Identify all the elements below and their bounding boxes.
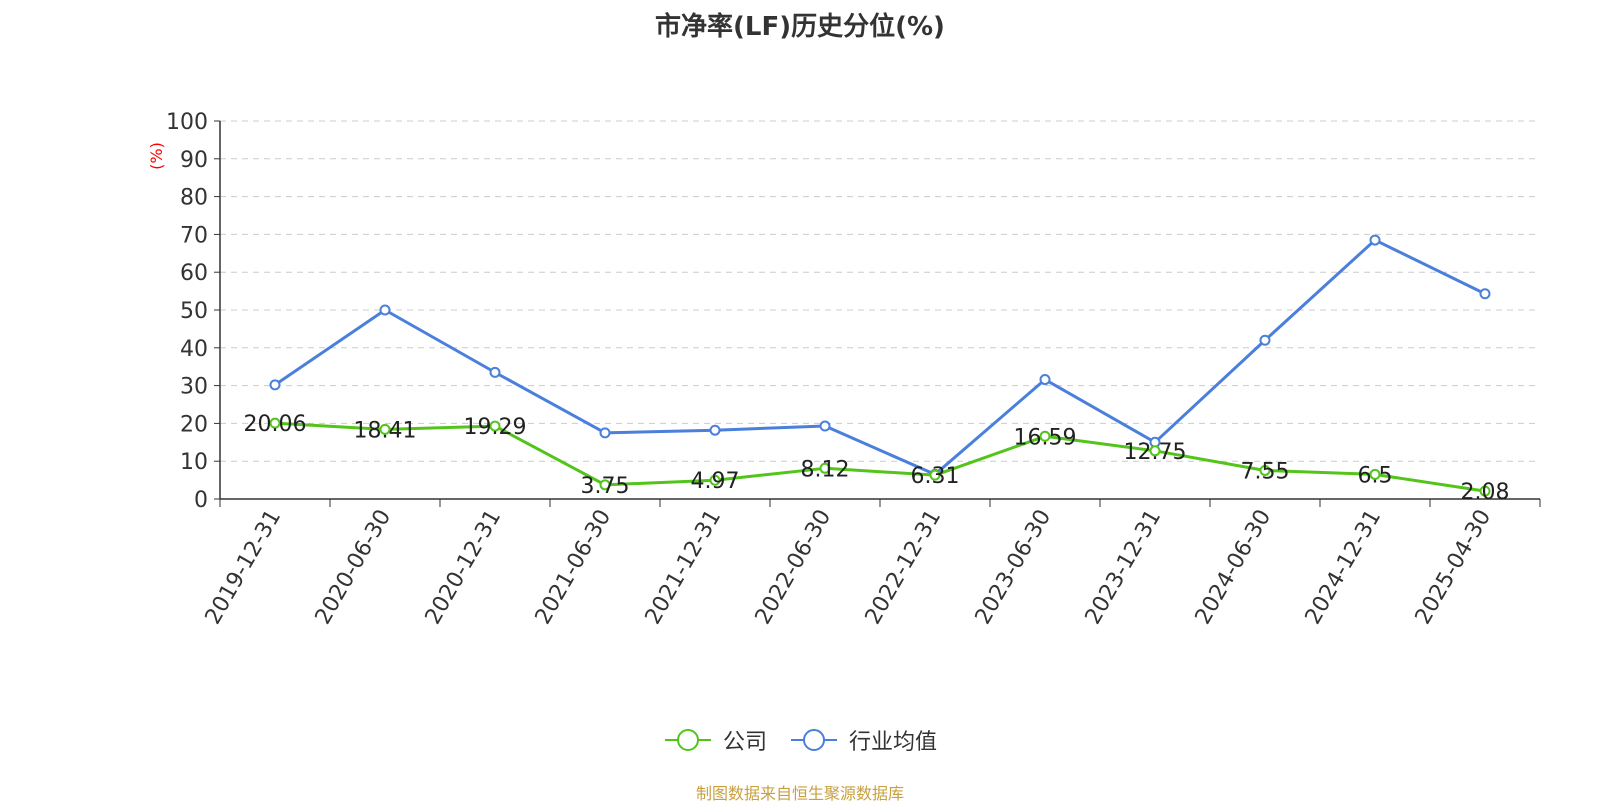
legend-item-industry[interactable]: 行业均值 <box>789 724 937 756</box>
grid-lines <box>220 120 1540 462</box>
legend-label-industry: 行业均值 <box>849 730 938 755</box>
y-tick-label: 40 <box>180 337 208 362</box>
source-note: 制图数据来自恒生聚源数据库 <box>695 784 904 803</box>
series-point-1 <box>1479 288 1491 300</box>
line-chart: 0 10 20 30 40 50 60 70 80 90 100 2019-12-31 2020-06-… <box>147 110 1541 629</box>
x-tick-label: 2019-12-31 <box>201 506 287 629</box>
y-tick-label: 70 <box>180 223 208 248</box>
x-tick-label: 2025-04-30 <box>1411 506 1497 629</box>
data-label: 8.12 <box>801 457 850 482</box>
x-tick-label: 2024-06-30 <box>1191 506 1277 629</box>
series-point-0 <box>599 479 611 491</box>
data-label: 12.75 <box>1124 440 1187 465</box>
series-point-0 <box>489 420 501 432</box>
series-point-0 <box>1039 430 1051 442</box>
series-point-0 <box>929 469 941 481</box>
x-tick-label: 2020-06-30 <box>311 506 397 629</box>
series <box>269 234 1491 497</box>
series-point-1 <box>1259 334 1271 346</box>
y-tick-label: 100 <box>166 110 208 135</box>
legend-item-company[interactable]: 公司 <box>663 724 767 756</box>
x-tick-label: 2023-12-31 <box>1081 506 1167 629</box>
data-label: 3.75 <box>581 474 630 499</box>
legend-label-company: 公司 <box>722 730 767 755</box>
legend-marker-company <box>664 729 711 751</box>
data-label: 6.31 <box>911 464 960 489</box>
series-point-1 <box>489 366 501 378</box>
data-label: 20.06 <box>244 412 307 437</box>
legend-marker-industry <box>791 729 837 751</box>
legend: 公司 行业均值 <box>0 720 1600 760</box>
series-point-0 <box>1369 468 1381 480</box>
y-axis-label: (%) <box>147 142 166 170</box>
series-point-0 <box>269 417 281 429</box>
series-point-1 <box>379 304 391 316</box>
series-point-1 <box>1039 374 1051 386</box>
data-label: 6.5 <box>1358 463 1393 488</box>
y-tick-label: 60 <box>180 261 208 286</box>
series-point-0 <box>379 423 391 435</box>
series-point-1 <box>709 424 721 436</box>
y-tick-label: 30 <box>180 375 208 400</box>
series-point-1 <box>1369 234 1381 246</box>
data-label: 2.08 <box>1461 480 1510 505</box>
series-line-1 <box>274 238 1486 476</box>
y-tick-label: 50 <box>180 299 208 324</box>
y-tick-label: 10 <box>180 450 208 475</box>
series-point-1 <box>599 427 611 439</box>
x-tick-label: 2021-12-31 <box>641 506 727 629</box>
data-label: 18.41 <box>354 418 417 443</box>
data-label: 16.59 <box>1014 425 1077 450</box>
series-point-0 <box>1259 464 1271 476</box>
chart-title: 市净率(LF)历史分位(%) <box>655 12 945 42</box>
y-tick-label: 90 <box>180 148 208 173</box>
series-point-0 <box>1149 445 1161 457</box>
series-point-0 <box>1479 485 1491 497</box>
axes: 0 10 20 30 40 50 60 70 80 90 100 2019-12-31 2020-06-… <box>166 110 1541 629</box>
x-tick-label: 2024-12-31 <box>1301 506 1387 629</box>
series-line-0 <box>274 421 1486 493</box>
y-tick-label: 20 <box>180 412 208 437</box>
series-point-1 <box>819 420 831 432</box>
y-tick-label: 0 <box>194 488 208 513</box>
x-tick-label: 2023-06-30 <box>971 506 1057 629</box>
series-point-1 <box>269 379 281 391</box>
series-point-0 <box>709 474 721 486</box>
x-tick-label: 2020-12-31 <box>421 506 507 629</box>
x-tick-label: 2021-06-30 <box>531 506 617 629</box>
data-label: 7.55 <box>1241 459 1290 484</box>
x-tick-label: 2022-06-30 <box>751 506 837 629</box>
data-label: 4.97 <box>691 469 740 494</box>
data-label: 19.29 <box>464 415 527 440</box>
series-point-0 <box>819 462 831 474</box>
data-labels: 20.06 18.41 19.29 3.75 4.97 8.12 6.31 16.59 12.7… <box>244 412 1510 505</box>
x-tick-label: 2022-12-31 <box>861 506 947 629</box>
y-tick-label: 80 <box>180 186 208 211</box>
